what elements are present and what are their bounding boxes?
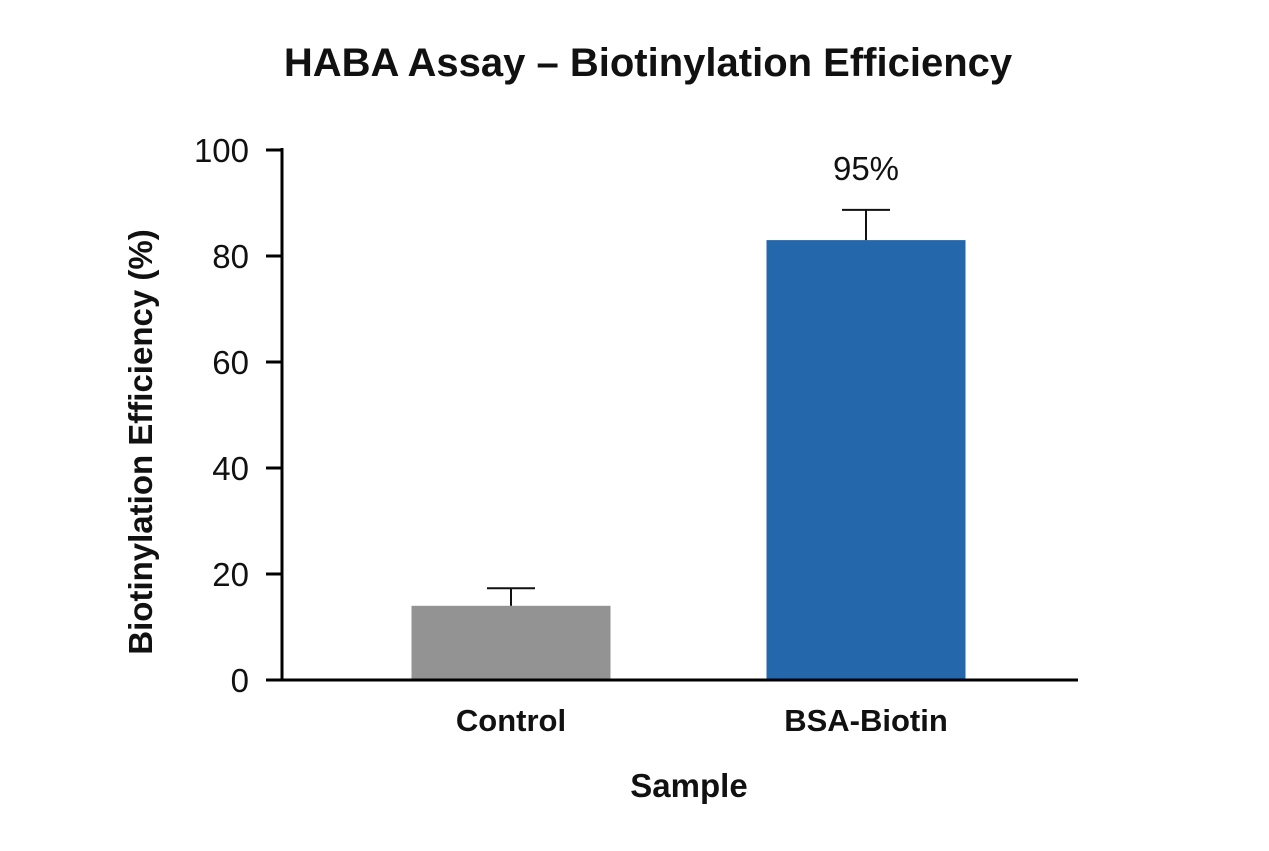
y-tick-label: 60: [212, 344, 249, 381]
chart-title: HABA Assay – Biotinylation Efficiency: [284, 41, 1013, 85]
y-axis-ticks: 0 20 40 60 80 100: [194, 132, 282, 699]
y-tick-label: 100: [194, 132, 249, 169]
bar-control: [411, 605, 611, 680]
y-axis-title: Biotinylation Efficiency (%): [122, 229, 159, 654]
x-category-label: Control: [456, 703, 566, 738]
bar-bsa-biotin: [766, 240, 966, 680]
x-axis-category-labels: Control BSA-Biotin: [456, 703, 948, 738]
y-tick-label: 80: [212, 238, 249, 275]
bars: [411, 240, 966, 680]
error-bars: [487, 208, 890, 606]
y-tick-label: 0: [231, 662, 249, 699]
x-category-label: BSA-Biotin: [784, 703, 948, 738]
x-axis-title: Sample: [630, 767, 747, 804]
data-label: 95%: [833, 150, 899, 187]
y-tick-label: 40: [212, 450, 249, 487]
y-tick-label: 20: [212, 556, 249, 593]
data-labels: 95%: [833, 150, 899, 187]
